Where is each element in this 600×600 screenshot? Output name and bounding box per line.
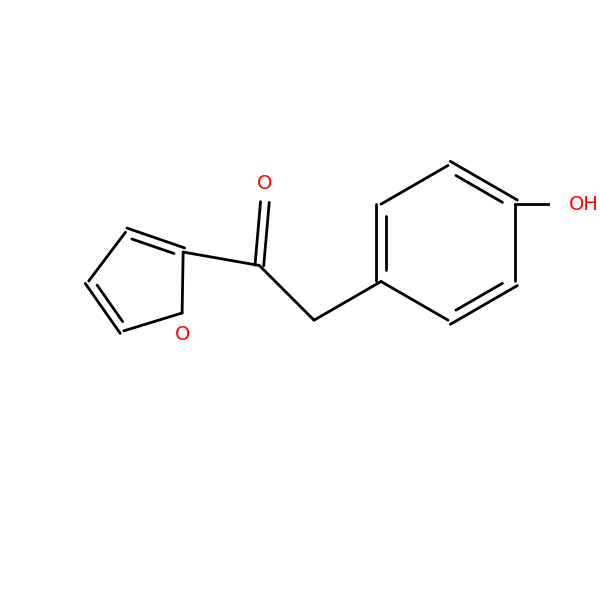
Text: O: O	[175, 325, 190, 344]
Text: OH: OH	[569, 194, 599, 214]
Text: O: O	[257, 174, 272, 193]
